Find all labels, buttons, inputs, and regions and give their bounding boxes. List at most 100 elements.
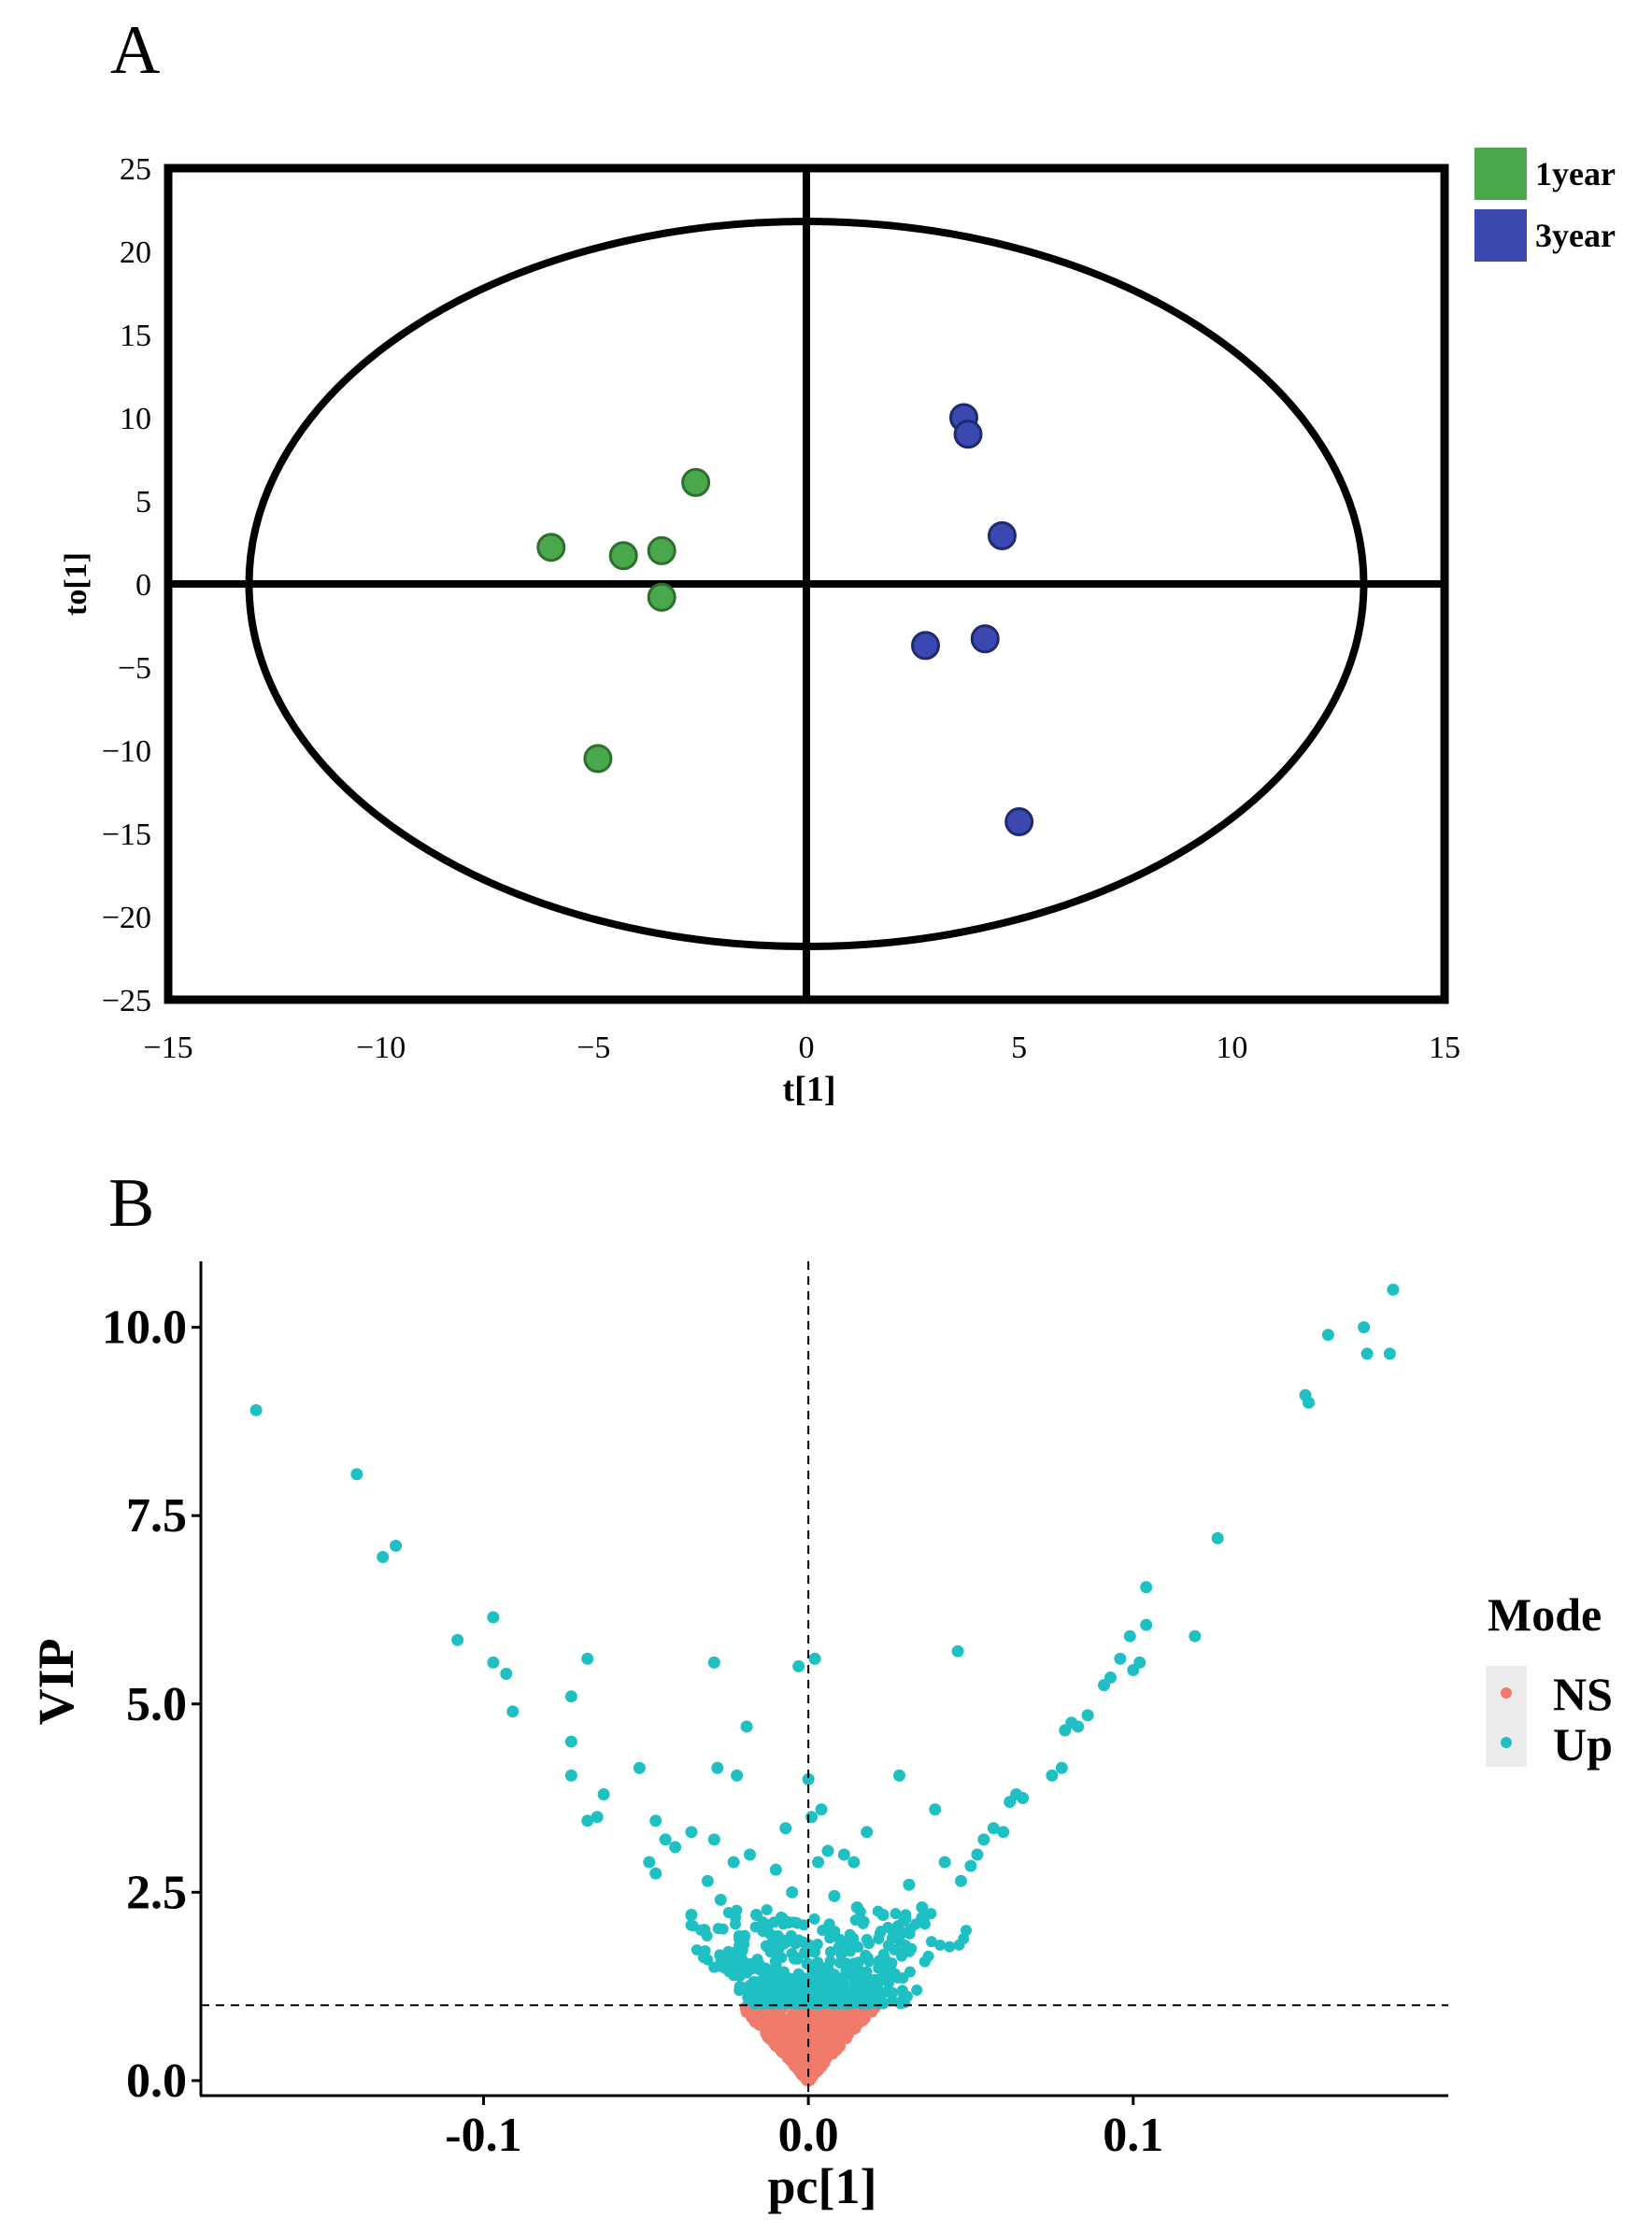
up-point (819, 1924, 831, 1936)
up-point (853, 1967, 865, 1979)
ns-point (789, 2009, 801, 2021)
up-point (748, 1979, 761, 1991)
up-point (829, 1926, 841, 1938)
up-point (740, 1720, 753, 1733)
up-point (733, 1939, 746, 1951)
up-point (1321, 1329, 1334, 1342)
up-point (852, 1995, 864, 2007)
point-1year (536, 533, 566, 562)
ns-point (800, 2052, 812, 2064)
y-axis-label: VIP (28, 1639, 84, 1726)
up-point (698, 1924, 711, 1937)
up-point (850, 1900, 863, 1913)
up-point (759, 1970, 771, 1982)
panel-b: B -0.1 0.0 0.1 0.02.55.07.510.0 pc[1] VIP … (28, 1165, 1613, 2214)
up-point (377, 1551, 390, 1564)
ns-point (827, 2038, 839, 2050)
y-tick-label: −5 (118, 651, 151, 686)
y-tick-label: 10.0 (102, 1301, 187, 1355)
up-point (934, 1939, 947, 1951)
panel-a-letter: A (110, 12, 160, 89)
up-point (903, 1878, 916, 1891)
up-point (1303, 1396, 1316, 1409)
point-3year (987, 520, 1017, 550)
up-point (768, 1916, 780, 1928)
point-1year (608, 541, 638, 571)
up-point (728, 1970, 740, 1982)
x-tick-label: 5 (1011, 1031, 1027, 1065)
up-point (804, 1981, 816, 1993)
ns-point (833, 2027, 845, 2040)
up-point (766, 1992, 778, 2004)
ns-point (843, 2024, 855, 2036)
up-point (801, 1958, 813, 1970)
x-tick-label: 0.0 (778, 2109, 839, 2162)
up-point (822, 1987, 834, 1999)
up-point (1140, 1581, 1153, 1594)
up-point (953, 1939, 965, 1951)
up-point (887, 1986, 899, 1998)
up-point (685, 1909, 698, 1921)
up-point (863, 1956, 876, 1968)
point-3year (910, 631, 940, 661)
up-point (1017, 1792, 1030, 1805)
up-point (782, 1916, 795, 1929)
x-tick-labels: −15 −10 −5 0 5 10 15 (143, 1031, 1460, 1065)
up-point (1072, 1720, 1085, 1733)
up-point (1046, 1769, 1059, 1782)
up-point (1133, 1656, 1146, 1669)
up-point (792, 1934, 805, 1946)
up-point (350, 1468, 363, 1481)
up-point (564, 1769, 577, 1782)
x-tick-label: −10 (356, 1031, 406, 1065)
up-point (929, 1803, 942, 1816)
up-point (961, 1925, 973, 1937)
up-point (987, 1822, 1000, 1835)
up-point (715, 1954, 727, 1966)
up-point (861, 1826, 874, 1839)
up-point (822, 1962, 834, 1974)
ns-point (762, 2023, 775, 2035)
up-point (714, 1893, 727, 1906)
legend-swatch-3year (1474, 209, 1527, 262)
up-point (997, 1826, 1010, 1839)
up-point (500, 1668, 513, 1680)
up-point (806, 1966, 819, 1978)
ns-point (847, 2013, 859, 2026)
y-tick-label: −20 (102, 901, 151, 935)
point-1year (647, 535, 676, 565)
up-point (880, 1957, 892, 1970)
up-point (685, 1826, 698, 1839)
ns-point (859, 2008, 871, 2020)
legend-label-ns: NS (1553, 1668, 1613, 1720)
up-point (591, 1811, 604, 1824)
up-points-cluster (685, 1904, 973, 2010)
up-point (837, 1848, 850, 1861)
up-point (564, 1735, 577, 1748)
up-point (487, 1611, 500, 1624)
ns-point (813, 2027, 825, 2039)
up-point (808, 1913, 820, 1925)
y-tick-label: −15 (102, 818, 151, 852)
up-point (916, 1900, 929, 1913)
ns-point (807, 2044, 819, 2056)
up-point (581, 1652, 594, 1665)
up-point (828, 1889, 841, 1902)
up-point (839, 1998, 851, 2010)
legend-title: Mode (1488, 1588, 1602, 1641)
up-point (649, 1814, 662, 1828)
up-point (1383, 1347, 1396, 1360)
x-tick-label: 10 (1216, 1031, 1247, 1065)
up-point (897, 1927, 909, 1939)
up-point (938, 1856, 951, 1869)
ns-points (739, 2001, 881, 2086)
panel-a: A −15 −10 −5 0 5 10 15 −25 −20 −15 −10 −5 0 5 10 15 20 2… (59, 12, 1616, 1109)
up-point (899, 1997, 911, 2009)
x-axis-label: t[1] (783, 1070, 836, 1109)
y-tick-label: 10 (120, 402, 151, 436)
up-point (744, 1848, 757, 1861)
up-point (782, 1987, 794, 1999)
y-tick-label: 2.5 (126, 1866, 187, 1919)
y-tick-label: 0 (135, 568, 151, 603)
x-tick-label: −15 (143, 1031, 192, 1065)
